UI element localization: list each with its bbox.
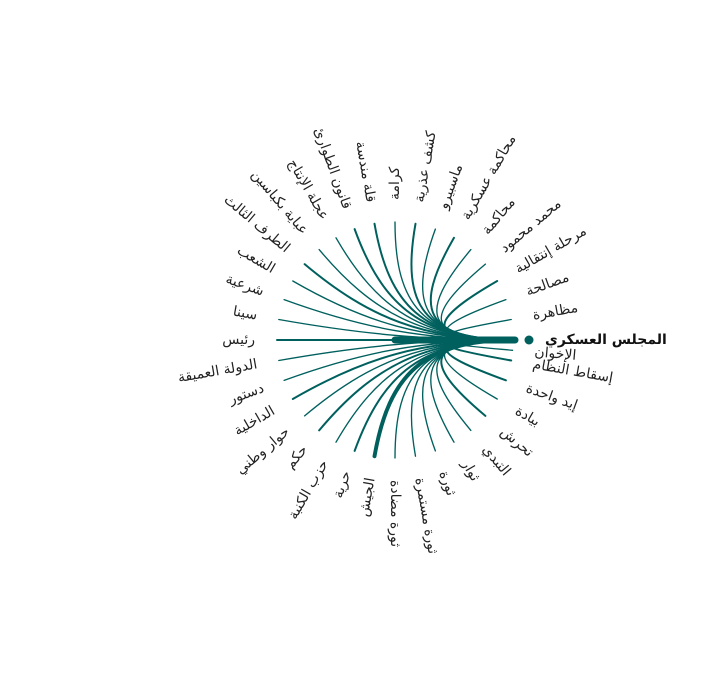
hub-node-label: المجلس العسكري <box>545 332 667 349</box>
term-label-30: التبدي <box>479 442 514 479</box>
term-label-33: إيد واحدة <box>524 380 580 413</box>
term-label-6: ماسبيرو <box>435 162 466 212</box>
term-label-22: حكم <box>282 442 311 472</box>
term-label-26: ثورة مضادة <box>387 480 403 547</box>
term-label-15: شرعية <box>224 271 267 300</box>
term-label-1: مصالحة <box>524 269 571 299</box>
hub-layer: المجلس العسكري <box>524 332 667 349</box>
term-label-8: كرامة <box>387 166 403 200</box>
hub-node-dot <box>524 335 534 345</box>
term-label-19: دستور <box>226 380 266 408</box>
edge-12 <box>318 248 516 341</box>
edge-11 <box>335 237 516 341</box>
term-label-27: ثورة مستمرة <box>411 476 440 555</box>
term-label-28: ثورة <box>435 469 459 498</box>
term-label-32: بيادة <box>512 403 542 430</box>
edge-3 <box>440 263 516 341</box>
term-label-7: كشف عذرية <box>411 130 439 204</box>
edge-layer <box>276 221 519 459</box>
term-label-35: الإخوان <box>534 344 577 364</box>
term-label-14: الشعب <box>234 242 278 276</box>
term-label-9: قلة مندسة <box>352 140 378 203</box>
term-label-0: مظاهرة <box>531 300 579 324</box>
term-label-29: ثوار <box>458 456 483 484</box>
term-label-18: الدولة العميقة <box>177 356 259 386</box>
edge-31 <box>440 339 516 417</box>
term-label-25: الجيش <box>356 476 379 517</box>
term-label-24: حرية <box>330 469 355 501</box>
term-label-17: رئيس <box>222 332 255 348</box>
edge-22 <box>318 339 516 432</box>
term-label-16: سينا <box>232 304 259 324</box>
